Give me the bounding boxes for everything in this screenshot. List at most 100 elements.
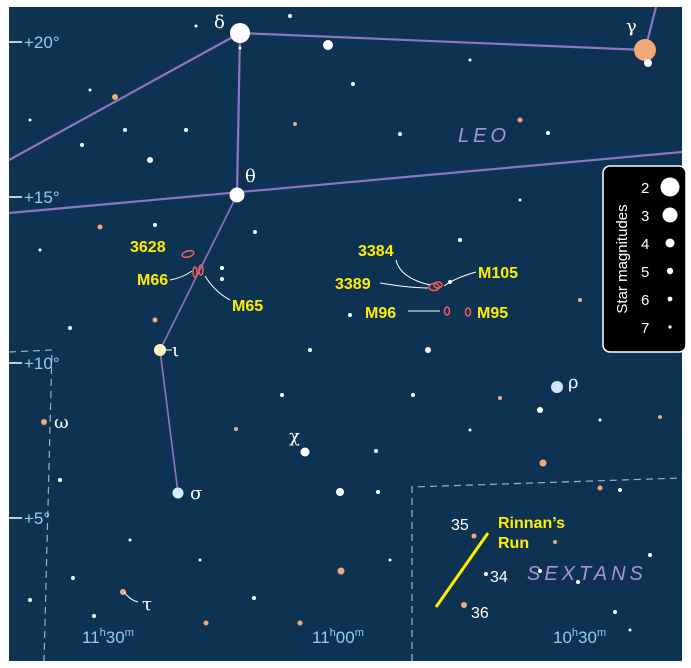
star bbox=[234, 427, 238, 431]
asterism-name: Run bbox=[498, 535, 529, 552]
star bbox=[411, 393, 415, 397]
star bbox=[468, 58, 472, 62]
object-label: 3389 bbox=[335, 276, 371, 293]
object-label: M65 bbox=[232, 298, 263, 315]
ra-label: 11h30m bbox=[82, 627, 134, 647]
star bbox=[293, 122, 297, 126]
legend-dot bbox=[667, 296, 673, 302]
star-label: ω bbox=[54, 412, 69, 433]
object-label: 3384 bbox=[358, 243, 394, 260]
legend-dot bbox=[666, 267, 674, 275]
star bbox=[230, 23, 250, 43]
star bbox=[147, 157, 153, 163]
star bbox=[458, 238, 462, 242]
declination-ticks bbox=[9, 41, 22, 519]
star bbox=[172, 487, 184, 499]
star bbox=[153, 223, 157, 227]
star bbox=[297, 620, 303, 626]
star-number: 36 bbox=[471, 605, 489, 622]
star-label: χ bbox=[289, 426, 300, 447]
star bbox=[398, 132, 402, 136]
star bbox=[388, 558, 392, 562]
star bbox=[194, 24, 198, 28]
star bbox=[337, 567, 345, 575]
legend-magnitude: 6 bbox=[641, 292, 649, 309]
star bbox=[323, 40, 333, 50]
star bbox=[597, 485, 603, 491]
galaxies bbox=[181, 249, 472, 317]
constellation-boundaries bbox=[8, 349, 683, 662]
star bbox=[88, 88, 92, 92]
star bbox=[120, 589, 126, 595]
star bbox=[28, 598, 32, 602]
star bbox=[538, 569, 542, 573]
star bbox=[308, 348, 312, 352]
star bbox=[376, 490, 380, 494]
star bbox=[184, 128, 188, 132]
asterism-line bbox=[434, 532, 490, 608]
star bbox=[517, 117, 523, 123]
legend-dot bbox=[662, 207, 678, 223]
star bbox=[498, 396, 502, 400]
star-label: ρ bbox=[568, 372, 579, 393]
star bbox=[71, 576, 75, 580]
star bbox=[551, 381, 563, 393]
star bbox=[253, 230, 257, 234]
star bbox=[598, 418, 602, 422]
star bbox=[220, 277, 224, 281]
star bbox=[203, 620, 209, 626]
star bbox=[198, 558, 202, 562]
star-label: σ bbox=[190, 483, 202, 504]
star bbox=[648, 553, 652, 557]
legend-magnitude: 3 bbox=[641, 208, 649, 225]
legend: Star magnitudes 2 3 4 5 6 7 bbox=[602, 165, 687, 353]
star bbox=[546, 131, 550, 135]
constellation-name: SEXTANS bbox=[527, 563, 647, 585]
star bbox=[112, 94, 118, 100]
star bbox=[252, 596, 256, 600]
star bbox=[518, 198, 522, 202]
star bbox=[41, 419, 47, 425]
star bbox=[38, 248, 42, 252]
object-label: M95 bbox=[477, 305, 508, 322]
star-label: δ bbox=[214, 12, 225, 33]
object-label: M66 bbox=[137, 272, 168, 289]
star bbox=[576, 580, 580, 584]
star bbox=[658, 415, 662, 419]
star bbox=[238, 46, 242, 50]
star-label: ι bbox=[172, 340, 179, 361]
star bbox=[58, 478, 62, 482]
star bbox=[300, 447, 310, 457]
legend-magnitude: 2 bbox=[641, 180, 649, 197]
ra-label: 11h00m bbox=[312, 627, 364, 647]
star bbox=[613, 610, 617, 614]
legend-items: 2 3 4 5 6 7 bbox=[641, 177, 680, 337]
star-label: θ bbox=[245, 166, 256, 187]
legend-magnitude: 5 bbox=[641, 264, 649, 281]
star bbox=[634, 39, 656, 61]
star bbox=[152, 317, 158, 323]
star bbox=[128, 538, 132, 542]
star bbox=[336, 488, 344, 496]
star bbox=[578, 298, 582, 302]
star bbox=[618, 488, 622, 492]
legend-dot bbox=[665, 238, 675, 248]
star bbox=[537, 407, 543, 413]
star bbox=[68, 326, 72, 330]
legend-dot bbox=[668, 325, 672, 329]
constellation-name: LEO bbox=[458, 125, 510, 147]
star bbox=[351, 82, 355, 86]
star-label: γ bbox=[626, 16, 637, 37]
star-number: 34 bbox=[490, 569, 508, 586]
star bbox=[468, 428, 472, 432]
star bbox=[123, 128, 127, 132]
star bbox=[628, 628, 632, 632]
star bbox=[288, 14, 292, 18]
star bbox=[461, 602, 467, 608]
star bbox=[484, 572, 488, 576]
star bbox=[553, 540, 557, 544]
legend-magnitude: 7 bbox=[641, 320, 649, 337]
star bbox=[471, 533, 477, 539]
star bbox=[425, 347, 431, 353]
